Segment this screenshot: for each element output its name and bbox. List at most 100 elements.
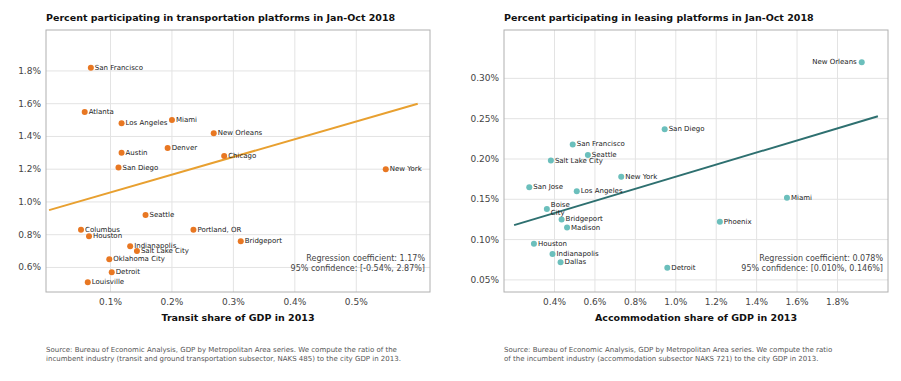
grid-line: [797, 30, 798, 292]
text-line: Portland, OR: [197, 226, 241, 234]
point-label: Oklahoma City: [113, 255, 165, 263]
scatter-point: [211, 130, 217, 136]
text-line: Miami: [176, 116, 197, 124]
scatter-point: [526, 184, 532, 190]
scatter-point: [82, 109, 88, 115]
text-line: Atlanta: [89, 108, 114, 116]
grid-line: [504, 118, 888, 119]
scatter-point: [531, 241, 537, 247]
text-line: Regression coefficient: 0.078%: [759, 254, 883, 263]
point-label: Atlanta: [89, 108, 114, 116]
grid-line: [294, 30, 295, 292]
y-tick-label: 1.0%: [18, 197, 41, 207]
scatter-point: [127, 243, 133, 249]
x-tick-label: 1.8%: [826, 297, 849, 307]
scatter-point: [558, 259, 564, 265]
text-line: Dallas: [565, 258, 587, 266]
scatter-point: [106, 256, 112, 262]
text-line: Boise: [551, 201, 570, 209]
grid-line: [46, 169, 430, 170]
y-tick-label: 0.6%: [18, 262, 41, 272]
text-line: Louisville: [92, 278, 124, 286]
source-note: Source: Bureau of Economic Analysis, GDP…: [46, 346, 401, 363]
chart-title: Percent participating in transportation …: [46, 12, 396, 23]
scatter-point: [143, 212, 149, 218]
text-line: New York: [625, 173, 658, 181]
grid-line: [356, 30, 357, 292]
x-tick-label: 0.5%: [345, 297, 368, 307]
scatter-point: [544, 206, 550, 212]
plot-background: [46, 30, 430, 292]
grid-line: [635, 30, 636, 292]
text-line: Salt Lake City: [555, 157, 603, 165]
marks: [49, 65, 418, 286]
point-label: Houston: [93, 232, 122, 240]
point-label: Dallas: [565, 258, 587, 266]
chart-title: Percent participating in leasing platfor…: [504, 12, 814, 23]
point-label: San Diego: [669, 125, 705, 133]
grid-line: [716, 30, 717, 292]
point-label: Miami: [791, 194, 812, 202]
plot-frame: [46, 30, 430, 292]
text-line: San Jose: [533, 183, 563, 191]
point-label: New York: [625, 173, 658, 181]
point-label: San Francisco: [577, 140, 625, 148]
scatter-point: [859, 59, 865, 65]
text-line: of the incumbent industry (accommodation…: [504, 355, 818, 363]
x-tick-label: 0.1%: [99, 297, 122, 307]
scatter-point: [109, 269, 115, 275]
scatter-point: [88, 65, 94, 71]
y-tick-label: 0.20%: [470, 154, 499, 164]
text-line: Miami: [791, 194, 812, 202]
point-label: Houston: [538, 240, 567, 248]
regression-line: [514, 116, 878, 225]
scatter-point: [115, 165, 121, 171]
grid-line: [756, 30, 757, 292]
text-line: San Francisco: [95, 64, 143, 72]
x-tick-label: 1.2%: [705, 297, 728, 307]
scatter-point: [85, 279, 91, 285]
grid-line: [46, 201, 430, 202]
marks: [514, 59, 878, 271]
y-tick-label: 1.8%: [18, 66, 41, 76]
grid: [46, 30, 430, 292]
annotation: Regression coefficient: 1.17%95% confide…: [291, 254, 426, 273]
text-line: Bridgeport: [245, 237, 282, 245]
grid-line: [504, 199, 888, 200]
text-line: Austin: [126, 149, 148, 157]
point-label: Los Angeles: [581, 187, 623, 195]
point-label: Los Angeles: [126, 119, 168, 127]
x-tick-label: 1.6%: [786, 297, 809, 307]
text-line: 95% confidence: [-0.54%, 2.87%]: [291, 264, 425, 273]
point-label: Denver: [172, 144, 198, 152]
text-line: Houston: [93, 232, 122, 240]
text-line: San Diego: [669, 125, 705, 133]
grid-line: [675, 30, 676, 292]
text-line: Source: Bureau of Economic Analysis, GDP…: [504, 346, 832, 354]
x-tick-label: 1.4%: [745, 297, 768, 307]
point-label: New Orleans: [218, 129, 263, 137]
point-label: Bridgeport: [566, 215, 603, 223]
text-line: Detroit: [116, 268, 140, 276]
scatter-point: [78, 227, 84, 233]
plot-frame: [504, 30, 888, 292]
text-line: Madison: [571, 224, 600, 232]
point-label: New York: [390, 165, 423, 173]
point-label: San Francisco: [95, 64, 143, 72]
point-label: San Diego: [122, 164, 158, 172]
point-labels: New OrleansSan DiegoSan FranciscoSeattle…: [533, 58, 857, 272]
x-tick-label: 0.6%: [584, 297, 607, 307]
scatter-point: [190, 227, 196, 233]
x-tick-label: 0.8%: [624, 297, 647, 307]
x-tick-label: 0.3%: [222, 297, 245, 307]
scatter-point: [86, 233, 92, 239]
text-line: Bridgeport: [566, 215, 603, 223]
scatter-point: [784, 195, 790, 201]
text-line: San Diego: [122, 164, 158, 172]
source-note: Source: Bureau of Economic Analysis, GDP…: [504, 346, 832, 363]
scatter-point: [119, 120, 125, 126]
text-line: incumbent industry (transit and ground t…: [46, 355, 401, 363]
y-tick-label: 0.8%: [18, 230, 41, 240]
scatter-point: [238, 238, 244, 244]
y-tick-label: 0.15%: [470, 194, 499, 204]
